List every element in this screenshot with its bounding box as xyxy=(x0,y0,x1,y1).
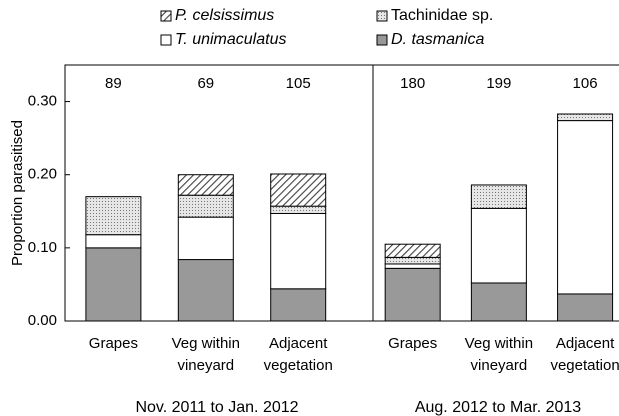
bar-segment xyxy=(557,113,614,122)
group-label: Aug. 2012 to Mar. 2013 xyxy=(415,399,581,416)
y-axis-label: Proportion parasitised xyxy=(9,120,26,266)
y-tick-label: 0.20 xyxy=(28,166,57,183)
bar-segment xyxy=(470,207,527,284)
bar-segment xyxy=(85,247,142,322)
bar-segment xyxy=(384,263,441,269)
x-tick-label: vegetation xyxy=(264,357,333,374)
legend-swatch xyxy=(160,34,172,46)
bar-segment xyxy=(270,212,327,290)
sample-size: 180 xyxy=(400,75,425,92)
bar-segment xyxy=(270,173,327,207)
bar-segment xyxy=(177,259,234,322)
y-tick-label: 0.30 xyxy=(28,93,57,110)
plot-frame xyxy=(64,64,619,322)
legend-label: D. tasmanica xyxy=(391,31,484,48)
bar-segment xyxy=(384,243,441,258)
x-tick-label: vineyard xyxy=(177,357,234,374)
sample-size: 199 xyxy=(486,75,511,92)
sample-size: 106 xyxy=(573,75,598,92)
bar-segment xyxy=(270,205,327,214)
y-tick-label: 0.10 xyxy=(28,239,57,256)
legend-swatch xyxy=(376,34,388,46)
sample-size: 89 xyxy=(105,75,122,92)
bar-segment xyxy=(177,216,234,261)
legend-swatch xyxy=(160,10,172,22)
x-tick-label: vineyard xyxy=(471,357,528,374)
x-tick-label: Adjacent xyxy=(556,335,615,352)
legend-swatch xyxy=(376,10,388,22)
legend-label: Tachinidae sp. xyxy=(391,7,493,24)
x-tick-label: Veg within xyxy=(465,335,533,352)
bar-segment xyxy=(270,288,327,322)
bar-segment xyxy=(177,194,234,218)
bar-segment xyxy=(557,120,614,295)
bar-segment xyxy=(470,282,527,322)
x-tick-label: Grapes xyxy=(388,335,437,352)
legend-label: P. celsissimus xyxy=(175,7,274,24)
group-label: Nov. 2011 to Jan. 2012 xyxy=(135,399,298,416)
bar-segment xyxy=(384,256,441,265)
x-tick-label: Adjacent xyxy=(269,335,328,352)
x-tick-label: vegetation xyxy=(550,357,619,374)
x-tick-label: Grapes xyxy=(89,335,138,352)
sample-size: 69 xyxy=(197,75,214,92)
bar-segment xyxy=(557,293,614,322)
bar-segment xyxy=(384,267,441,322)
bar-segment xyxy=(85,234,142,249)
bar-segment xyxy=(177,174,234,196)
bar-segment xyxy=(85,196,142,236)
x-tick-label: Veg within xyxy=(172,335,240,352)
y-tick-label: 0.00 xyxy=(28,312,57,329)
sample-size: 105 xyxy=(286,75,311,92)
bar-segment xyxy=(470,184,527,209)
legend-label: T. unimaculatus xyxy=(175,31,286,48)
